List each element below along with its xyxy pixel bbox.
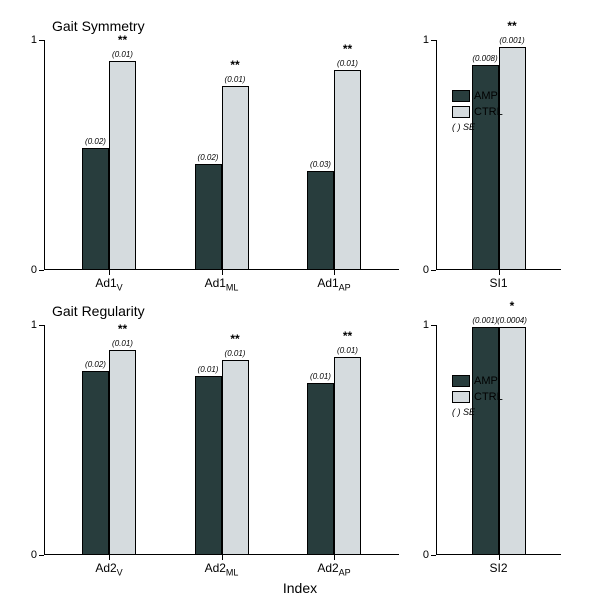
se-label: (0.01): [112, 339, 133, 348]
x-category-label: Ad1ML: [205, 276, 239, 292]
legend-row: CTRL: [452, 391, 503, 403]
bar-amp: [307, 171, 334, 270]
significance-marker: **: [343, 42, 352, 56]
x-category-label: SI2: [489, 561, 507, 575]
legend: AMP CTRL ( ) SE: [452, 90, 503, 136]
legend-row: AMP: [452, 375, 503, 387]
y-tick: [39, 325, 44, 326]
plot-area: 01(0.02)(0.01)**(0.01)(0.01)**(0.01)(0.0…: [44, 325, 399, 555]
y-tick-label: 0: [414, 549, 429, 561]
bar-ctrl: [222, 360, 249, 556]
bar-amp: [82, 371, 109, 555]
legend-row: CTRL: [452, 106, 503, 118]
legend-label: AMP: [474, 375, 498, 387]
panel-title: Gait Symmetry: [52, 18, 145, 34]
x-category-label: Ad1V: [95, 276, 122, 292]
y-tick-label: 1: [414, 319, 429, 331]
significance-marker: **: [118, 322, 127, 336]
plot-area: 01(0.001)(0.0004)*: [436, 325, 561, 555]
legend-swatch: [452, 106, 470, 118]
y-axis: [436, 325, 437, 555]
y-tick: [431, 40, 436, 41]
bar-ctrl: [499, 327, 526, 555]
bar-ctrl: [334, 70, 361, 270]
legend-swatch: [452, 375, 470, 387]
legend-se-note: ( ) SE: [452, 122, 503, 132]
y-tick-label: 0: [414, 264, 429, 276]
y-tick: [39, 40, 44, 41]
x-category-label: Ad2ML: [205, 561, 239, 577]
y-tick: [431, 270, 436, 271]
y-tick-label: 0: [22, 264, 37, 276]
se-label: (0.01): [112, 50, 133, 59]
significance-marker: **: [230, 58, 239, 72]
y-tick: [39, 270, 44, 271]
x-axis-title: Index: [283, 580, 317, 596]
bar-ctrl: [499, 47, 526, 270]
bar-amp: [472, 327, 499, 555]
bar-amp: [195, 376, 222, 555]
se-label: (0.01): [225, 75, 246, 84]
se-label: (0.001): [472, 316, 497, 325]
significance-marker: **: [230, 332, 239, 346]
bar-ctrl: [109, 61, 136, 270]
legend-label: CTRL: [474, 391, 503, 403]
x-tick: [334, 270, 335, 275]
x-tick: [499, 270, 500, 275]
legend-swatch: [452, 90, 470, 102]
y-axis: [44, 325, 45, 555]
x-tick: [334, 555, 335, 560]
legend-label: CTRL: [474, 106, 503, 118]
x-tick: [222, 270, 223, 275]
bar-amp: [82, 148, 109, 270]
se-label: (0.02): [85, 137, 106, 146]
se-label: (0.03): [310, 160, 331, 169]
x-category-label: Ad1AP: [317, 276, 350, 292]
x-tick: [499, 555, 500, 560]
bar-ctrl: [109, 350, 136, 555]
legend-se-note: ( ) SE: [452, 407, 503, 417]
se-label: (0.01): [337, 346, 358, 355]
y-axis: [44, 40, 45, 270]
x-tick: [109, 555, 110, 560]
legend-swatch: [452, 391, 470, 403]
legend-label: AMP: [474, 90, 498, 102]
se-label: (0.01): [198, 365, 219, 374]
y-tick: [431, 325, 436, 326]
y-tick: [431, 555, 436, 556]
se-label: (0.01): [310, 372, 331, 381]
x-tick: [109, 270, 110, 275]
legend: AMP CTRL ( ) SE: [452, 375, 503, 421]
y-tick-label: 1: [414, 34, 429, 46]
se-label: (0.02): [85, 360, 106, 369]
se-label: (0.01): [225, 349, 246, 358]
y-tick-label: 1: [22, 34, 37, 46]
se-label: (0.0004): [497, 316, 527, 325]
se-label: (0.02): [198, 153, 219, 162]
x-category-label: Ad2AP: [317, 561, 350, 577]
significance-marker: **: [343, 329, 352, 343]
x-tick: [222, 555, 223, 560]
y-tick-label: 0: [22, 549, 37, 561]
y-axis: [436, 40, 437, 270]
bar-amp: [307, 383, 334, 556]
significance-marker: *: [510, 299, 515, 313]
x-category-label: Ad2V: [95, 561, 122, 577]
se-label: (0.01): [337, 59, 358, 68]
bar-ctrl: [334, 357, 361, 555]
panel-title: Gait Regularity: [52, 303, 145, 319]
se-label: (0.001): [499, 36, 524, 45]
plot-area: 01(0.008)(0.001)**: [436, 40, 561, 270]
legend-row: AMP: [452, 90, 503, 102]
y-tick-label: 1: [22, 319, 37, 331]
significance-marker: **: [118, 33, 127, 47]
bar-ctrl: [222, 86, 249, 270]
significance-marker: **: [507, 19, 516, 33]
y-tick: [39, 555, 44, 556]
plot-area: 01(0.02)(0.01)**(0.02)(0.01)**(0.03)(0.0…: [44, 40, 399, 270]
x-category-label: SI1: [489, 276, 507, 290]
bar-amp: [195, 164, 222, 270]
se-label: (0.008): [472, 54, 497, 63]
